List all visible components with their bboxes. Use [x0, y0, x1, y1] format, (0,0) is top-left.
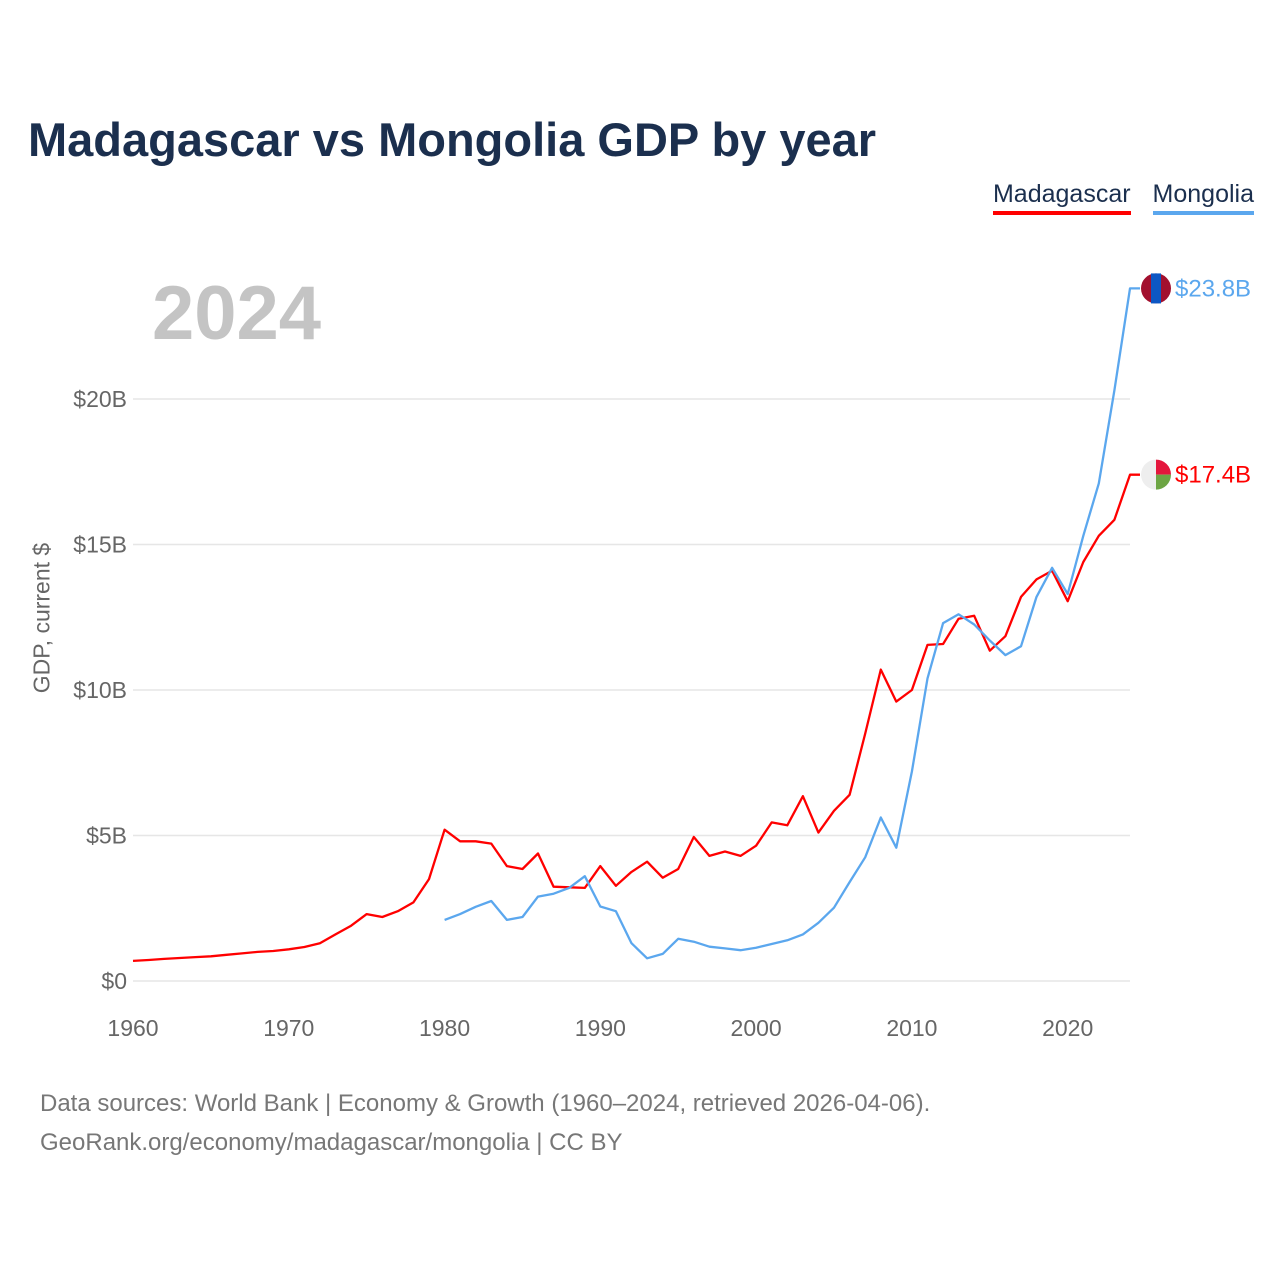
- x-tick-label: 1960: [107, 1015, 158, 1041]
- flag-icon-mongolia: [1141, 273, 1171, 304]
- flag-icon-madagascar: [1141, 459, 1172, 490]
- y-axis-label: GDP, current $: [28, 542, 55, 694]
- legend-item-mongolia[interactable]: Mongolia: [1152, 180, 1254, 215]
- source-line: Data sources: World Bank | Economy & Gro…: [40, 1090, 931, 1117]
- y-tick-label: $5B: [86, 823, 127, 849]
- year-label: 2024: [152, 271, 322, 356]
- y-tick-label: $20B: [73, 386, 127, 412]
- x-tick-label: 1970: [263, 1015, 314, 1041]
- legend: Madagascar Mongolia: [992, 180, 1254, 215]
- end-value-label: $23.8B: [1175, 275, 1251, 302]
- y-tick-label: $15B: [73, 532, 127, 558]
- x-tick-label: 2010: [886, 1015, 937, 1041]
- chart-title: Madagascar vs Mongolia GDP by year: [28, 113, 877, 166]
- source-link[interactable]: GeoRank.org/economy/madagascar/mongolia …: [40, 1129, 623, 1156]
- x-tick-label: 2020: [1042, 1015, 1093, 1041]
- series-line-madagascar: [132, 473, 1140, 963]
- y-tick-label: $10B: [73, 677, 127, 703]
- legend-item-madagascar[interactable]: Madagascar: [992, 180, 1131, 215]
- x-tick-label: 2000: [731, 1015, 782, 1041]
- end-value-label: $17.4B: [1175, 462, 1251, 489]
- source-note: Data sources: World Bank | Economy & Gro…: [40, 1084, 930, 1162]
- x-tick-label: 1990: [575, 1015, 626, 1041]
- x-tick-label: 1980: [419, 1015, 470, 1041]
- y-tick-label: $0: [101, 968, 127, 994]
- series-line-mongolia: [444, 287, 1140, 960]
